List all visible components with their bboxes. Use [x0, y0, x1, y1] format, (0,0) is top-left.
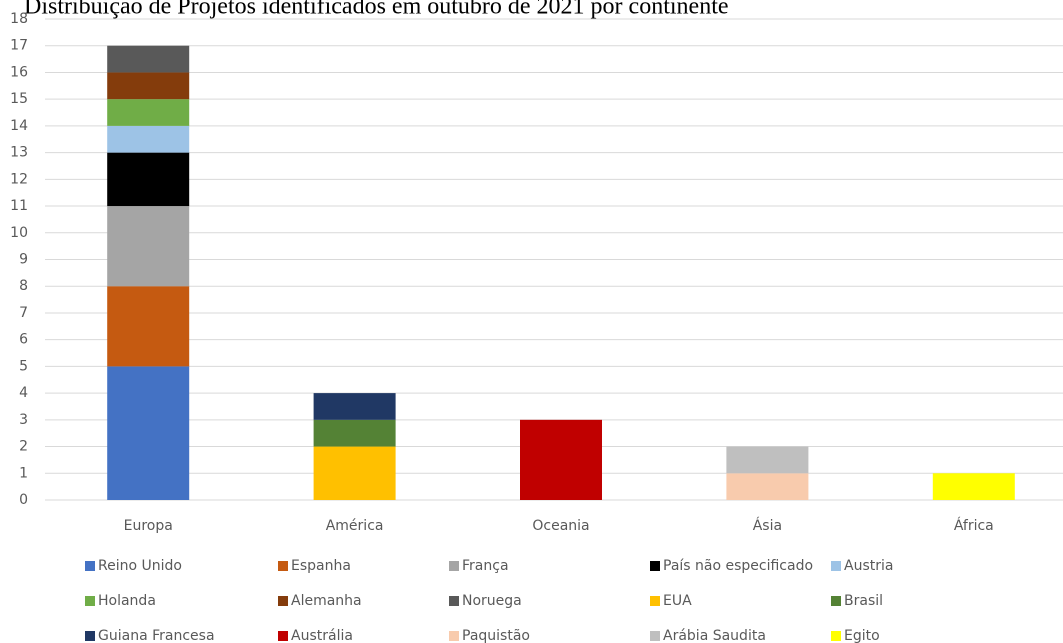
y-tick-label: 6	[19, 332, 28, 348]
legend-label: Austrália	[291, 628, 353, 643]
legend-label: Reino Unido	[98, 558, 182, 574]
bar-segment	[107, 99, 190, 126]
x-tick-label: Ásia	[753, 517, 782, 534]
legend-label: França	[462, 558, 509, 574]
legend-label: Noruega	[462, 593, 522, 609]
y-tick-label: 16	[10, 64, 28, 80]
bar-segment	[726, 446, 809, 474]
legend-label: Holanda	[98, 593, 156, 609]
legend-swatch	[278, 631, 288, 641]
legend-label: Arábia Saudita	[663, 628, 766, 643]
legend-swatch	[831, 596, 841, 606]
bar-segment	[520, 419, 602, 500]
y-tick-label: 15	[10, 91, 28, 107]
legend-swatch	[85, 631, 95, 641]
legend-swatch	[449, 561, 459, 571]
bar-segment	[313, 419, 396, 447]
bar-segment	[107, 152, 190, 207]
legend-label: Alemanha	[291, 593, 362, 609]
legend-swatch	[650, 596, 660, 606]
y-tick-label: 14	[10, 118, 28, 134]
y-tick-label: 8	[19, 278, 28, 294]
legend-label: Guiana Francesa	[98, 628, 215, 643]
y-tick-label: 18	[10, 11, 28, 27]
y-tick-label: 4	[19, 385, 28, 401]
bar-segment	[107, 206, 190, 287]
legend-swatch	[831, 631, 841, 641]
chart-title: Distribuição de Projetos identificados e…	[24, 0, 729, 20]
legend-swatch	[449, 596, 459, 606]
y-tick-label: 0	[19, 492, 28, 508]
y-tick-label: 17	[10, 38, 28, 54]
legend-label: Brasil	[844, 593, 883, 609]
bar-segment	[313, 393, 396, 420]
legend-swatch	[85, 561, 95, 571]
bar-segment	[932, 473, 1015, 500]
bar-segment	[107, 72, 190, 100]
legend-swatch	[831, 561, 841, 571]
x-tick-label: África	[954, 517, 994, 534]
y-tick-label: 3	[19, 412, 28, 428]
legend-swatch	[650, 631, 660, 641]
bar-segment	[726, 473, 809, 500]
legend-label: Austria	[844, 558, 893, 574]
bar-segment	[107, 125, 190, 153]
y-tick-label: 10	[10, 225, 28, 241]
x-tick-label: Europa	[124, 518, 173, 534]
y-tick-label: 7	[19, 305, 28, 321]
y-tick-label: 11	[10, 198, 28, 214]
x-tick-label: América	[326, 518, 384, 534]
y-tick-label: 2	[19, 439, 28, 455]
bar-segment	[313, 446, 396, 500]
y-tick-label: 12	[10, 171, 28, 187]
bar-segment	[107, 45, 190, 73]
y-tick-label: 5	[19, 358, 28, 374]
legend-label: País não especificado	[663, 558, 813, 574]
y-tick-label: 1	[19, 465, 28, 481]
legend-swatch	[650, 561, 660, 571]
bar-segment	[107, 286, 190, 367]
legend-label: Egito	[844, 628, 880, 643]
legend-swatch	[278, 561, 288, 571]
bar-segment	[107, 366, 190, 500]
legend-label: EUA	[663, 593, 692, 609]
legend-swatch	[449, 631, 459, 641]
y-tick-label: 9	[19, 252, 28, 268]
y-tick-label: 13	[10, 145, 28, 161]
legend-swatch	[278, 596, 288, 606]
legend-label: Paquistão	[462, 628, 530, 643]
legend-swatch	[85, 596, 95, 606]
x-tick-label: Oceania	[532, 518, 589, 534]
legend-label: Espanha	[291, 558, 351, 574]
